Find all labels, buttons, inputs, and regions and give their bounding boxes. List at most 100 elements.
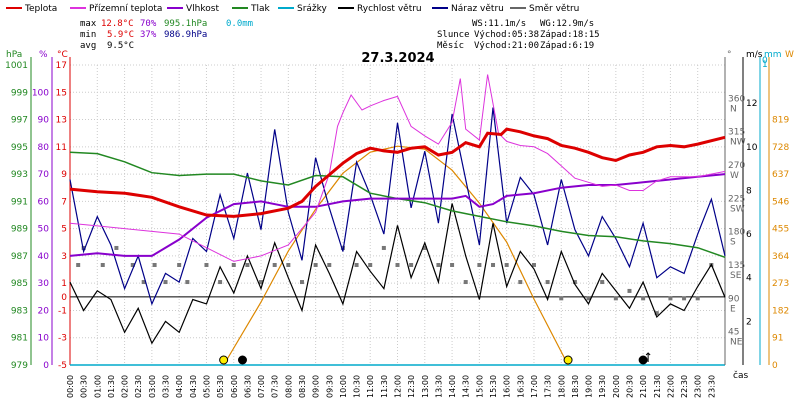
tick-label-time: 00:30 (80, 375, 89, 398)
tick-label-pct: 40 (38, 252, 50, 262)
wind-direction-point (682, 296, 687, 301)
legend: Teplota Přízemní teplota Vlhkost Tlak Sr… (6, 4, 579, 14)
stats-min-temp: 5.9°C (107, 30, 134, 40)
tick-label-compass: NW (730, 138, 746, 148)
series-pressure (69, 151, 726, 259)
wind-direction-point (163, 280, 168, 285)
tick-label-c: 13 (56, 116, 67, 126)
axis-unit-w: W (785, 50, 794, 60)
tick-label-compass: NE (730, 338, 743, 348)
tick-label-time: 02:00 (121, 375, 130, 398)
wind-direction-point (654, 311, 659, 316)
tick-label-time: 11:30 (380, 375, 389, 398)
series-solar (223, 145, 569, 366)
sunset-marker (563, 355, 573, 365)
tick-label-mm: 1 (762, 60, 768, 70)
tick-label-c: 17 (56, 61, 67, 71)
wind-direction-point (559, 296, 564, 301)
tick-label-time: 03:00 (148, 375, 157, 398)
wind-direction-point (141, 280, 146, 285)
stats-wg: WG:12.9m/s (540, 19, 594, 29)
stats-slunce-rise: Východ:05:38 (474, 30, 539, 40)
stats-min-hum: 37% (140, 30, 157, 40)
series-humidity (69, 173, 726, 257)
wind-direction-point (491, 263, 496, 267)
legend-label-vlhkost: Vlhkost (186, 4, 219, 14)
legend-label-smer-vetru: Směr větru (529, 4, 579, 14)
stats-max-press: 995.1hPa (164, 19, 207, 29)
wind-direction-point (231, 263, 236, 267)
tick-label-time: 16:30 (516, 375, 525, 398)
tick-label-time: 08:00 (284, 375, 293, 398)
tick-label-compass: SW (730, 204, 745, 214)
wind-direction-point (586, 296, 591, 301)
tick-label-deg: 135 (728, 261, 745, 271)
tick-label-pct: 0 (43, 361, 49, 371)
legend-label-srazky: Srážky (297, 4, 328, 14)
tick-label-deg: 315 (728, 128, 745, 138)
tick-label-w: 273 (772, 279, 789, 289)
wind-direction-point (572, 280, 577, 285)
tick-label-time: 22:00 (666, 375, 675, 398)
stats-ws: WS:11.1m/s (472, 19, 526, 29)
sunrise-marker (219, 355, 229, 365)
tick-label-hpa: 981 (11, 334, 28, 344)
tick-label-deg: 270 (728, 161, 745, 171)
wind-direction-point (76, 263, 81, 267)
wind-direction-point (504, 263, 509, 267)
tick-label-compass: N (730, 104, 737, 114)
tick-label-hpa: 1001 (5, 61, 28, 71)
axis-units: hPa % °C ° m/s mm W čas (6, 50, 794, 381)
tick-label-time: 19:30 (598, 375, 607, 398)
tick-label-time: 21:30 (653, 375, 662, 398)
tick-label-time: 06:30 (243, 375, 252, 398)
axis-unit-pct: % (39, 50, 48, 60)
tick-label-time: 12:00 (394, 375, 403, 398)
tick-label-hpa: 989 (11, 225, 28, 235)
stats-block: max 12.8°C 70% 995.1hPa 0.0mm min 5.9°C … (80, 19, 600, 51)
tick-label-time: 07:00 (257, 375, 266, 398)
tick-label-time: 13:30 (434, 375, 443, 398)
tick-label-time: 08:30 (298, 375, 307, 398)
tick-label-ms: 6 (746, 230, 752, 240)
tick-label-time: 14:00 (448, 375, 457, 398)
tick-label-mm: 0 (762, 56, 768, 66)
wind-direction-point (531, 263, 536, 267)
tick-label-hpa: 985 (11, 279, 28, 289)
wind-direction-point (518, 280, 523, 285)
tick-label-time: 18:00 (557, 375, 566, 398)
tick-label-time: 04:00 (175, 375, 184, 398)
tick-label-compass: S (730, 238, 736, 248)
axis-unit-deg: ° (727, 50, 732, 60)
wind-direction-point (327, 263, 332, 267)
wind-direction-point (545, 280, 550, 285)
tick-label-w: 0 (772, 361, 778, 371)
tick-label-hpa: 987 (11, 252, 28, 262)
tick-label-ms: 10 (746, 143, 758, 153)
wind-direction-point (613, 296, 618, 301)
legend-label-tlak: Tlak (250, 4, 271, 14)
tick-label-c: -5 (58, 361, 67, 371)
tick-label-w: 546 (772, 197, 789, 207)
wind-direction-point (286, 263, 291, 267)
wind-direction-point (245, 263, 250, 267)
tick-label-hpa: 999 (11, 88, 28, 98)
tick-label-ms: 12 (746, 99, 757, 109)
wind-direction-point (114, 245, 119, 250)
wind-direction-point (81, 245, 86, 250)
tick-label-time: 04:30 (189, 375, 198, 398)
stats-row-label-min: min (80, 30, 96, 40)
stats-min-press: 986.9hPa (164, 30, 207, 40)
wind-direction-point (641, 296, 646, 301)
stats-avg-temp: 9.5°C (107, 41, 134, 51)
tick-label-time: 23:30 (707, 375, 716, 398)
moonset-marker (237, 355, 247, 365)
tick-label-time: 18:30 (571, 375, 580, 398)
tick-label-c: 15 (56, 88, 67, 98)
axis-unit-hpa: hPa (6, 50, 22, 60)
wind-direction-point (436, 263, 441, 267)
tick-label-time: 21:00 (639, 375, 648, 398)
tick-label-compass: SE (730, 271, 742, 281)
tick-label-ms: 2 (746, 317, 752, 327)
